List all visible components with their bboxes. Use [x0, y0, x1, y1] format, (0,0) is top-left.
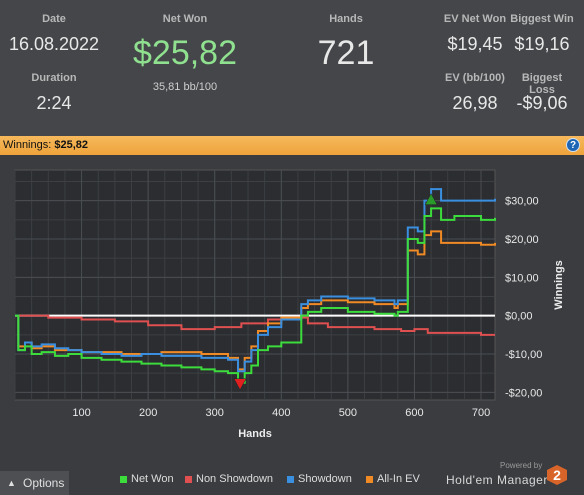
legend-label: Non Showdown [196, 473, 274, 485]
brand-logo-text: Hold'em Manager [446, 473, 548, 487]
biggest-win-label: Biggest Win [510, 13, 574, 25]
plot-area [14, 169, 496, 401]
net-won-label: Net Won [162, 13, 208, 25]
options-label: Options [23, 476, 65, 490]
help-icon[interactable]: ? [566, 138, 580, 152]
duration-value: 2:24 [36, 93, 72, 113]
x-tick-label: 500 [339, 407, 357, 419]
hands-value: 721 [317, 34, 375, 72]
biggest-loss-value: -$9,06 [516, 93, 568, 113]
y-tick-label: $10,00 [505, 272, 539, 284]
legend-swatch [287, 475, 294, 483]
date-value: 16.08.2022 [8, 34, 100, 54]
max-marker [424, 193, 438, 205]
min-marker [233, 378, 247, 391]
winnings-banner: Winnings: $25,82 ? [0, 136, 584, 155]
x-tick-label: 300 [206, 407, 224, 419]
date-label: Date [42, 13, 66, 25]
winnings-chart: 100 200 300 400 500 600 700 -$20,00 -$10,00 $0,00… [0, 155, 584, 469]
x-tick-label: 100 [72, 407, 90, 419]
options-button[interactable]: ▲ Options [0, 471, 69, 495]
stats-panel: Date 16.08.2022 Duration 2:24 Net Won $2… [0, 0, 584, 136]
legend-all-in-ev[interactable]: All-In EV [366, 473, 420, 485]
ev-bb-value: 26,98 [452, 93, 498, 113]
duration-label: Duration [31, 72, 77, 84]
legend-swatch [366, 475, 373, 483]
winnings-value: $25,82 [54, 139, 89, 151]
legend-showdown[interactable]: Showdown [287, 473, 352, 485]
powered-by-text: Powered by [500, 461, 543, 470]
biggest-loss-label: Biggest Loss [521, 72, 563, 96]
hands-label: Hands [329, 13, 363, 25]
ev-net-won-value: $19,45 [447, 34, 503, 54]
y-axis-label: Winnings [553, 260, 565, 309]
y-tick-label: $0,00 [505, 311, 533, 323]
series-line-net-won [15, 207, 496, 384]
y-tick-label: $20,00 [505, 234, 539, 246]
x-tick-label: 700 [472, 407, 490, 419]
x-tick-label: 400 [272, 407, 290, 419]
legend-label: Showdown [298, 473, 352, 485]
x-tick-label: 600 [405, 407, 423, 419]
winnings-chart-svg: 100 200 300 400 500 600 700 -$20,00 -$10,00 $0,00… [14, 169, 565, 440]
series-line-showdown [15, 188, 496, 373]
y-tick-label: $30,00 [505, 196, 539, 208]
legend-label: Net Won [131, 473, 174, 485]
net-won-value: $25,82 [133, 34, 237, 72]
ev-bb-label: EV (bb/100) [445, 72, 505, 84]
biggest-win-value: $19,16 [514, 34, 570, 54]
net-won-bb: 35,81 bb/100 [152, 81, 218, 93]
ev-net-won-label: EV Net Won [443, 13, 507, 25]
legend-label: All-In EV [377, 473, 420, 485]
footer-bar: ▲ Options Net Won Non Showdown Showdown … [0, 461, 584, 495]
y-tick-label: -$20,00 [505, 387, 542, 399]
x-tick-label: 200 [139, 407, 157, 419]
y-tick-label: -$10,00 [505, 349, 542, 361]
legend-non-showdown[interactable]: Non Showdown [185, 473, 273, 485]
chevron-up-icon: ▲ [7, 478, 16, 488]
brand-badge: 2 [547, 465, 567, 485]
winnings-label: Winnings: [3, 139, 52, 151]
legend-swatch [185, 475, 192, 483]
x-axis-label: Hands [238, 428, 272, 440]
legend-net-won[interactable]: Net Won [120, 473, 174, 485]
winnings-text: Winnings: $25,82 [3, 139, 88, 151]
legend-swatch [120, 475, 127, 483]
